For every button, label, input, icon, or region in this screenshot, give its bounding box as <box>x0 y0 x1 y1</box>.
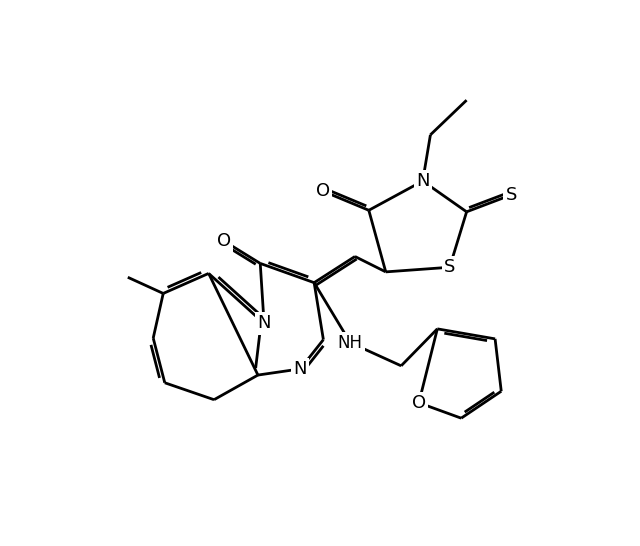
Text: S: S <box>506 186 517 204</box>
Text: O: O <box>316 182 330 200</box>
Text: N: N <box>294 360 307 378</box>
Text: N: N <box>257 314 271 333</box>
Text: NH: NH <box>338 334 363 352</box>
Text: S: S <box>444 258 455 276</box>
Text: O: O <box>217 232 231 250</box>
Text: O: O <box>412 394 426 412</box>
Text: N: N <box>416 172 429 190</box>
